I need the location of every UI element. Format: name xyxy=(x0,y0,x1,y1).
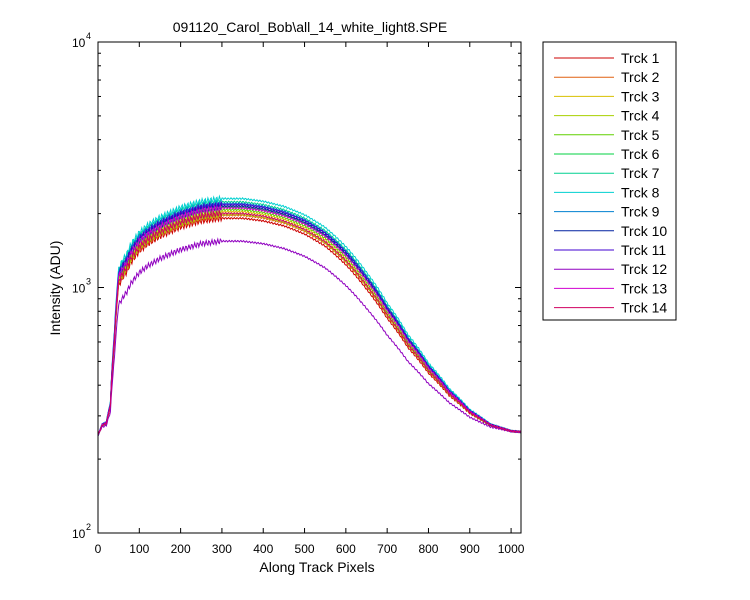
x-tick-label: 300 xyxy=(212,542,232,556)
legend-item: Trck 2 xyxy=(554,69,660,85)
y-tick-label: 10 2 xyxy=(72,522,91,541)
legend-item: Trck 14 xyxy=(554,300,667,316)
legend-label: Trck 1 xyxy=(621,50,660,66)
legend-label: Trck 8 xyxy=(621,184,660,200)
legend-label: Trck 11 xyxy=(621,242,666,258)
legend-item: Trck 5 xyxy=(554,127,660,143)
legend-item: Trck 9 xyxy=(554,204,660,220)
legend-label: Trck 4 xyxy=(621,108,660,124)
legend-item: Trck 1 xyxy=(554,50,660,66)
legend-label: Trck 7 xyxy=(621,165,660,181)
legend-box xyxy=(542,41,677,321)
legend-item: Trck 8 xyxy=(554,184,660,200)
legend-label: Trck 10 xyxy=(621,223,667,239)
legend-label: Trck 6 xyxy=(621,146,660,162)
y-tick-label: 10 4 xyxy=(72,31,91,50)
legend-label: Trck 5 xyxy=(621,127,660,143)
legend-item: Trck 13 xyxy=(554,280,667,296)
y-tick-exponent: 3 xyxy=(86,277,91,287)
y-tick-base: 10 xyxy=(72,282,86,296)
x-tick-label: 0 xyxy=(95,542,102,556)
y-tick-exponent: 4 xyxy=(86,31,91,41)
legend-label: Trck 2 xyxy=(621,69,660,85)
x-tick-label: 600 xyxy=(336,542,356,556)
axes-frame xyxy=(97,41,522,534)
series-layer xyxy=(97,194,522,437)
x-tick-label: 700 xyxy=(377,542,397,556)
legend-item: Trck 12 xyxy=(554,261,667,277)
x-tick-label: 1000 xyxy=(498,542,525,556)
legend: Trck 1 Trck 2 Trck 3 Trck 4 Trck 5 Trck 6 Trck… xyxy=(542,41,677,321)
y-axis-label: Intensity (ADU) xyxy=(47,241,63,336)
x-tick-label: 100 xyxy=(129,542,149,556)
axes-background xyxy=(98,42,521,533)
legend-items: Trck 1 Trck 2 Trck 3 Trck 4 Trck 5 Trck 6 Trck… xyxy=(554,50,667,316)
legend-label: Trck 3 xyxy=(621,88,660,104)
series-line-13 xyxy=(97,203,522,437)
legend-item: Trck 10 xyxy=(554,223,667,239)
legend-item: Trck 3 xyxy=(554,88,660,104)
legend-item: Trck 11 xyxy=(554,242,666,258)
x-tick-label: 400 xyxy=(253,542,273,556)
legend-item: Trck 4 xyxy=(554,108,660,124)
x-tick-label: 200 xyxy=(171,542,191,556)
y-tick-label: 10 3 xyxy=(72,277,91,296)
series-line-8 xyxy=(97,194,522,436)
chart-title: 091120_Carol_Bob\all_14_white_light8.SPE xyxy=(173,19,448,35)
y-tick-exponent: 2 xyxy=(86,522,91,532)
legend-label: Trck 14 xyxy=(621,300,667,316)
x-axis-label: Along Track Pixels xyxy=(259,559,374,575)
series-line-14 xyxy=(97,209,522,436)
legend-label: Trck 9 xyxy=(621,204,660,220)
x-tick-label: 900 xyxy=(460,542,480,556)
x-tick-label: 800 xyxy=(418,542,438,556)
x-tick-label: 500 xyxy=(295,542,315,556)
series-line-12 xyxy=(97,237,522,436)
y-tick-base: 10 xyxy=(72,36,86,50)
legend-label: Trck 13 xyxy=(621,280,667,296)
legend-item: Trck 7 xyxy=(554,165,660,181)
legend-label: Trck 12 xyxy=(621,261,667,277)
legend-item: Trck 6 xyxy=(554,146,660,162)
y-tick-base: 10 xyxy=(72,527,86,541)
